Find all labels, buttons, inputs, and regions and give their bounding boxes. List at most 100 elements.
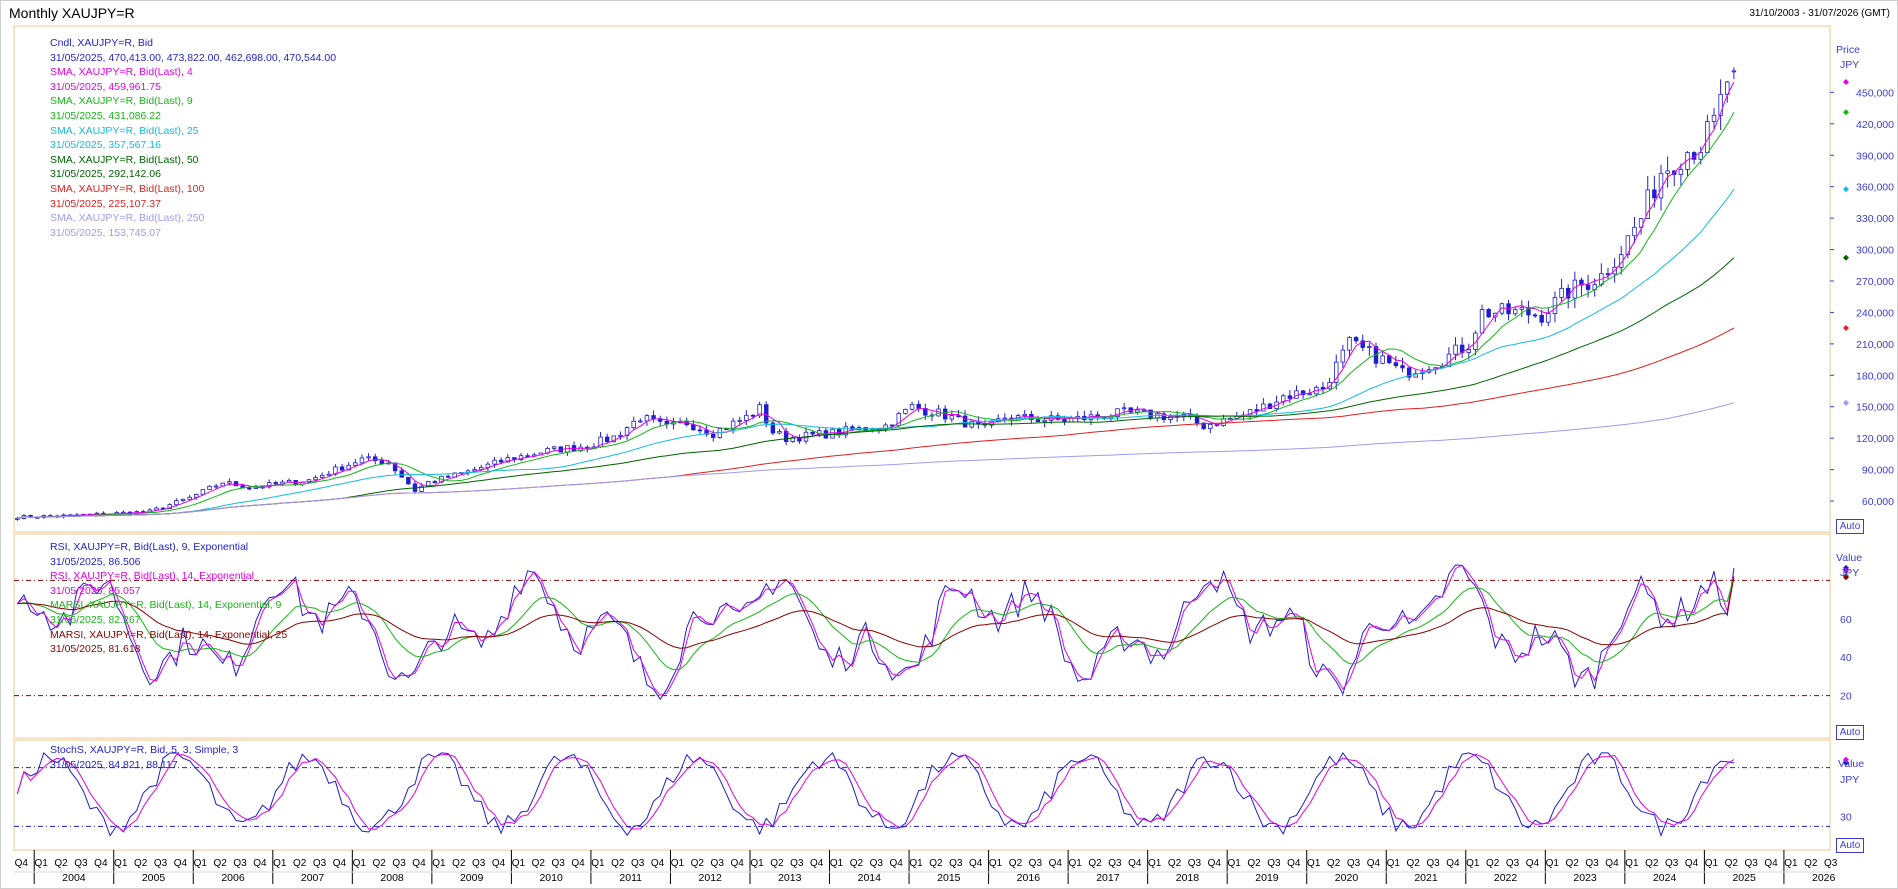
candle-body: [1208, 423, 1213, 430]
candle-body: [1585, 284, 1591, 290]
price-legend-line: 31/05/2025, 225,107.37: [50, 197, 161, 210]
candle-body: [174, 500, 179, 506]
stoch-legend-line: 31/05/2025, 84.821, 88.117: [50, 758, 178, 771]
candle-body: [618, 435, 623, 437]
x-quarter-label: Q2: [373, 858, 387, 869]
x-quarter-label: Q1: [1466, 858, 1480, 869]
x-quarter-label: Q2: [850, 858, 864, 869]
candle-body: [154, 507, 159, 511]
candle-body: [432, 481, 438, 483]
candle-body: [631, 420, 636, 428]
candle-body: [1526, 307, 1531, 316]
candle-body: [790, 437, 795, 442]
candle-body: [1731, 70, 1737, 73]
candle-body: [1307, 393, 1312, 396]
x-year-label: 2018: [1176, 872, 1200, 884]
candle-body: [909, 403, 915, 410]
rsi-series-line: [17, 577, 1735, 649]
candle-body: [213, 485, 219, 488]
candle-body: [1665, 170, 1670, 174]
price-tick-label: 60,000: [1862, 496, 1894, 508]
stoch-tick-label: 30: [1840, 812, 1852, 824]
rsi-axis-title: Value: [1836, 552, 1863, 564]
candle-body: [1320, 386, 1326, 390]
sma-100-marker: [1843, 325, 1849, 332]
rsi-series-marker: [1843, 567, 1849, 574]
candle-body: [962, 415, 968, 428]
candle-body: [1115, 408, 1120, 418]
x-quarter-label: Q1: [989, 858, 1003, 869]
x-quarter-label: Q1: [830, 858, 844, 869]
candle-body: [479, 467, 484, 470]
rsi-legend-line: RSI, XAUJPY=R, Bid(Last), 14, Exponentia…: [50, 570, 254, 583]
x-quarter-label: Q1: [1068, 858, 1082, 869]
price-legend-line: SMA, XAUJPY=R, Bid(Last), 250: [50, 212, 205, 225]
candle-body: [247, 487, 252, 490]
price-auto-button[interactable]: Auto: [1836, 519, 1864, 534]
price-tick-label: 300,000: [1856, 245, 1894, 257]
x-quarter-label: Q4: [1128, 858, 1142, 869]
candle-body: [498, 459, 504, 463]
x-quarter-label: Q3: [1188, 858, 1202, 869]
x-quarter-label: Q3: [472, 858, 486, 869]
candle-body: [764, 404, 769, 424]
candle-body: [604, 436, 610, 443]
x-quarter-label: Q4: [1446, 858, 1460, 869]
candle-body: [896, 412, 902, 426]
candle-body: [883, 424, 888, 430]
x-year-label: 2026: [1812, 872, 1836, 884]
stoch-auto-button[interactable]: Auto: [1836, 838, 1864, 853]
price-tick-label: 390,000: [1856, 150, 1894, 162]
candle-body: [1068, 417, 1074, 423]
candle-body: [1479, 308, 1485, 334]
stoch-legend-line: StochS, XAUJPY=R, Bid, 5, 3, Simple, 3: [50, 744, 239, 756]
candle-body: [1718, 93, 1723, 116]
price-tick-label: 180,000: [1856, 370, 1894, 382]
price-tick-label: 360,000: [1856, 182, 1894, 194]
candle-body: [1400, 365, 1405, 369]
x-quarter-label: Q4: [333, 858, 347, 869]
price-tick-label: 270,000: [1856, 276, 1894, 288]
rsi-legend-line: MARSI, XAUJPY=R, Bid(Last), 14, Exponent…: [50, 599, 282, 612]
candle-body: [1645, 189, 1650, 219]
price-axis-unit: JPY: [1840, 59, 1860, 71]
sma-25-line: [17, 188, 1735, 519]
rsi-series-marker: [1843, 574, 1849, 581]
candle-body: [644, 415, 650, 422]
candle-body: [737, 420, 742, 422]
price-legend-line: SMA, XAUJPY=R, Bid(Last), 25: [50, 124, 199, 137]
x-quarter-label: Q3: [1426, 858, 1440, 869]
sma-100-line: [17, 327, 1735, 519]
x-quarter-label: Q2: [213, 858, 227, 869]
x-quarter-label: Q3: [631, 858, 645, 869]
x-year-label: 2014: [858, 872, 882, 884]
candle-body: [339, 466, 345, 471]
candle-body: [1261, 403, 1266, 412]
sma-9-line: [17, 111, 1735, 519]
candle-body: [379, 460, 385, 465]
candle-body: [1711, 114, 1717, 122]
rsi-tick-label: 60: [1840, 614, 1852, 626]
x-quarter-label: Q3: [313, 858, 327, 869]
candle-body: [1546, 313, 1551, 323]
candle-body: [1625, 235, 1631, 255]
candle-body: [1300, 390, 1306, 395]
candle-body: [399, 470, 404, 478]
candle-body: [273, 482, 279, 485]
candle-body: [949, 415, 955, 420]
candle-body: [359, 457, 365, 464]
x-quarter-label: Q1: [1148, 858, 1162, 869]
x-quarter-label: Q4: [810, 858, 824, 869]
x-quarter-label: Q4: [730, 858, 744, 869]
candle-body: [1280, 395, 1286, 403]
x-quarter-label: Q4: [253, 858, 267, 869]
x-quarter-label: Q3: [1824, 858, 1838, 869]
rsi-auto-button[interactable]: Auto: [1836, 725, 1864, 740]
candle-body: [1287, 395, 1293, 399]
x-year-label: 2016: [1017, 872, 1041, 884]
price-legend-line: SMA, XAUJPY=R, Bid(Last), 9: [50, 95, 193, 108]
candle-body: [1347, 337, 1352, 351]
x-year-label: 2023: [1573, 872, 1597, 884]
candle-body: [1638, 218, 1644, 228]
